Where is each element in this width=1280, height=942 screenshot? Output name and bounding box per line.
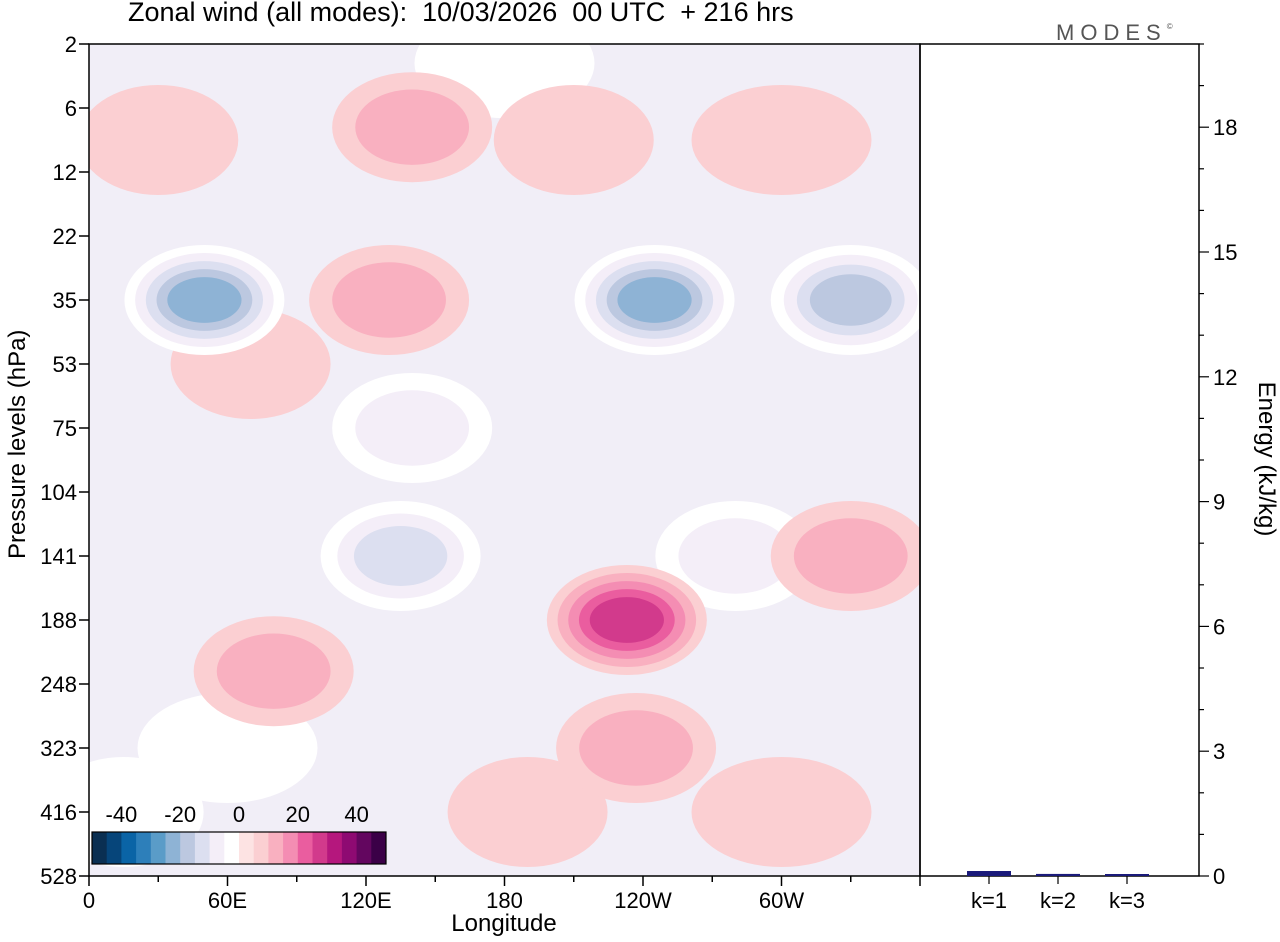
y-tick-label: 141 [40, 544, 77, 569]
wind-contour [579, 710, 693, 786]
colorbar-swatch [268, 832, 284, 864]
colorbar-swatch [283, 832, 299, 864]
y-tick-label: 75 [53, 416, 77, 441]
colorbar-swatch [209, 832, 225, 864]
colorbar-swatch [327, 832, 343, 864]
colorbar-swatch [92, 832, 108, 864]
colorbar: -40 -20 0 20 40 [91, 802, 387, 865]
colorbar-frame [91, 831, 387, 865]
wind-contour [216, 633, 331, 709]
colorbar-swatch [165, 832, 181, 864]
energy-tick-label: 9 [1213, 490, 1225, 515]
y-tick-label: 12 [53, 160, 77, 185]
wind-contour [167, 277, 242, 323]
y-tick-label: 6 [65, 96, 77, 121]
colorbar-swatch [224, 832, 240, 864]
energy-tick-label: 15 [1213, 240, 1237, 265]
pressure-axis: 2 6 12 22 35 53 75 104 141 188 248 323 416 528 [40, 32, 89, 889]
wind-contour [793, 518, 908, 594]
wind-contour [617, 277, 692, 323]
energy-plot-frame [919, 43, 1200, 877]
colorbar-swatch [356, 832, 372, 864]
x-tick-label: 60E [208, 888, 247, 913]
y-tick-label: 53 [53, 352, 77, 377]
x-tick-label: 180 [486, 888, 523, 913]
y-tick-label: 528 [40, 864, 77, 889]
wind-contour [589, 597, 664, 643]
wind-contour [353, 526, 448, 586]
bar-category-label: k=1 [971, 888, 1007, 913]
bar-category-label: k=2 [1040, 888, 1076, 913]
colorbar-swatch [150, 832, 166, 864]
colorbar-label: 40 [344, 802, 368, 827]
zonal-wind-heatmap [89, 44, 920, 876]
wind-contour [678, 518, 793, 594]
colorbar-swatch [239, 832, 255, 864]
wind-contour [809, 274, 892, 326]
colorbar-label: 20 [286, 802, 310, 827]
y-tick-label: 416 [40, 800, 77, 825]
colorbar-swatch [180, 832, 196, 864]
energy-tick-label: 6 [1213, 614, 1225, 639]
chart-title: Zonal wind (all modes): 10/03/2026 00 UT… [128, 0, 794, 27]
colorbar-swatch [136, 832, 152, 864]
energy-tick-label: 12 [1213, 365, 1237, 390]
colorbar-swatch [253, 832, 269, 864]
colorbar-label: -40 [106, 802, 138, 827]
x-axis-label-longitude: Longitude [451, 910, 557, 937]
y-tick-label: 104 [40, 480, 77, 505]
energy-bar [1036, 873, 1080, 876]
colorbar-swatch [371, 832, 387, 864]
wind-contour [332, 262, 446, 338]
wind-contour [691, 85, 872, 195]
colorbar-label: -20 [164, 802, 196, 827]
colorbar-swatch [312, 832, 328, 864]
energy-bar [967, 871, 1011, 876]
wind-contour [355, 390, 470, 466]
x-tick-label: 0 [83, 888, 95, 913]
bar-category-label: k=3 [1109, 888, 1145, 913]
y-tick-label: 2 [65, 32, 77, 57]
colorbar-swatch [121, 832, 137, 864]
y-tick-label: 35 [53, 288, 77, 313]
wind-contour [89, 85, 239, 195]
x-tick-label: 120E [340, 888, 391, 913]
energy-tick-label: 18 [1213, 115, 1237, 140]
wind-contour [493, 85, 654, 195]
colorbar-swatch [106, 832, 122, 864]
colorbar-swatch [341, 832, 358, 864]
y-tick-label: 188 [40, 608, 77, 633]
wind-contour [447, 757, 608, 867]
y-tick-label: 323 [40, 736, 77, 761]
energy-tick-label: 3 [1213, 739, 1225, 764]
y-tick-label: 248 [40, 672, 77, 697]
colorbar-swatch [297, 832, 313, 864]
colorbar-swatch [194, 832, 211, 864]
x-tick-label: 60W [759, 888, 804, 913]
y-tick-label: 22 [53, 224, 77, 249]
energy-bars: k=1 k=2 k=3 [967, 871, 1149, 913]
energy-axis: 0 3 6 9 12 15 18 [1199, 43, 1237, 889]
colorbar-label: 0 [233, 802, 245, 827]
wind-contour [691, 757, 872, 867]
energy-bar [1105, 874, 1149, 876]
longitude-axis: 0 60E 120E 180 120W 60W [83, 876, 921, 913]
energy-tick-label: 0 [1213, 864, 1225, 889]
x-tick-label: 120W [614, 888, 672, 913]
modes-logo: MODES© [1056, 20, 1173, 45]
wind-contour [355, 89, 470, 165]
